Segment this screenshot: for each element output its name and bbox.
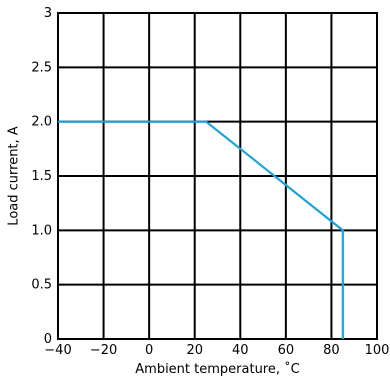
grid <box>57 12 378 340</box>
y-tick-label: 0.5 <box>31 278 52 293</box>
y-tick-label: 2.0 <box>31 115 52 130</box>
x-tick-label: 80 <box>323 343 340 358</box>
plot-frame <box>57 12 378 340</box>
y-tick-label: 1.5 <box>31 169 52 184</box>
x-axis-title: Ambient temperature, ˚C <box>135 361 299 377</box>
y-axis-title: Load current, A <box>7 126 22 225</box>
x-tick-label: −40 <box>44 343 71 358</box>
y-tick-labels: 0 0.5 1.0 1.5 2.0 2.5 3 <box>31 6 52 347</box>
y-tick-label: 1.0 <box>31 223 52 238</box>
y-tick-label: 0 <box>44 332 52 347</box>
x-tick-label: 0 <box>145 343 153 358</box>
x-tick-label: 60 <box>278 343 295 358</box>
x-tick-label: −20 <box>90 343 117 358</box>
x-tick-label: 100 <box>365 343 390 358</box>
x-tick-label: 20 <box>186 343 203 358</box>
y-tick-label: 3 <box>44 6 52 21</box>
x-tick-labels: −40 −20 0 20 40 60 80 100 <box>44 343 389 358</box>
x-tick-label: 40 <box>232 343 249 358</box>
series-line <box>58 120 344 339</box>
series-group <box>58 120 344 339</box>
y-tick-label: 2.5 <box>31 60 52 75</box>
